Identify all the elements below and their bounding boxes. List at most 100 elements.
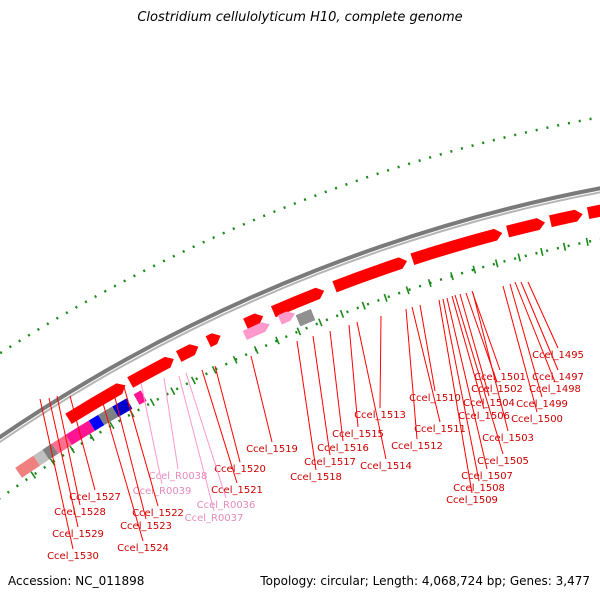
callout-line — [438, 299, 473, 494]
callout-line — [502, 285, 538, 413]
gene-arrow — [586, 204, 600, 220]
inner-ruler-tick — [253, 346, 259, 354]
inner-ruler-tick — [540, 247, 544, 257]
inner-ruler-tick — [562, 242, 567, 251]
gene-label: Ccel_1509 — [446, 495, 498, 506]
gene-label: Ccel_1507 — [461, 471, 513, 482]
cog-block — [15, 455, 41, 478]
gene-label: Ccel_1524 — [117, 543, 169, 554]
callout-line — [250, 355, 273, 443]
inner-ruler-tick — [427, 278, 432, 288]
gene-arrow — [127, 356, 174, 388]
callout-line — [56, 395, 81, 506]
gene-arrow — [332, 257, 408, 293]
callout-line — [312, 335, 331, 456]
callout-line — [419, 304, 436, 392]
callout-line — [411, 306, 441, 423]
callout-line — [451, 295, 485, 410]
inner-ruler-tick — [232, 355, 238, 364]
gene-label: Ccel_R0036 — [197, 500, 256, 511]
gene-arrow — [410, 228, 503, 265]
callout-line — [214, 365, 241, 463]
topology-label: Topology: circular; Length: 4,068,724 bp… — [260, 574, 590, 588]
cog-block — [88, 414, 105, 431]
gene-label: Ccel_1516 — [317, 443, 369, 454]
callout-line — [112, 389, 147, 520]
gene-label: Ccel_1514 — [360, 461, 412, 472]
gene-arrow — [243, 313, 264, 330]
gene-label: Ccel_1519 — [246, 444, 298, 455]
callout-line — [442, 298, 480, 482]
gene-label: Ccel_1512 — [391, 441, 443, 452]
inner-ruler-tick — [109, 421, 115, 430]
inner-ruler-tick — [494, 259, 499, 268]
gene-label: Ccel_1520 — [214, 464, 266, 475]
inner-ruler-tick — [318, 318, 323, 327]
gene-label: Ccel_1513 — [354, 410, 406, 421]
map-title: Clostridium cellulolyticum H10, complete… — [137, 10, 463, 25]
inner-ruler-tick — [275, 336, 280, 345]
inner-ruler-tick — [361, 301, 366, 310]
callout-line — [446, 297, 488, 470]
outer-ruler — [0, 115, 600, 355]
cog-block — [295, 309, 316, 327]
inner-ruler-tick — [190, 376, 196, 385]
cog-block — [133, 390, 147, 405]
gene-label: Ccel_1515 — [332, 429, 384, 440]
callout-line — [514, 281, 556, 383]
cog-block — [51, 434, 72, 454]
accession-label: Accession: NC_011898 — [8, 574, 145, 588]
inner-ruler-tick — [69, 445, 76, 454]
callout-line — [520, 281, 559, 371]
callout-line — [471, 290, 501, 371]
cog-block — [98, 406, 119, 426]
inner-ruler-tick — [170, 387, 176, 396]
callout-line — [509, 283, 543, 398]
gene-label: Ccel_1517 — [304, 457, 356, 468]
gene-label: Ccel_1528 — [54, 507, 106, 518]
callout-line — [185, 372, 227, 499]
gene-label: Ccel_1530 — [47, 551, 99, 562]
callout-line — [39, 398, 74, 550]
callout-line — [472, 292, 509, 432]
inner-ruler-tick — [450, 272, 454, 281]
gene-arrow — [205, 333, 221, 348]
cog-block — [112, 398, 133, 417]
callout-line — [201, 369, 238, 484]
callout-line — [99, 392, 144, 542]
gene-arrow — [270, 287, 325, 318]
cog-block — [33, 449, 50, 466]
gene-label: Ccel_1527 — [69, 492, 121, 503]
gene-label: Ccel_R0038 — [149, 471, 208, 482]
gene-label: Ccel_1508 — [453, 483, 505, 494]
callout-line — [140, 382, 163, 485]
rna-feature — [277, 311, 295, 325]
gene-label: Ccel_1499 — [516, 399, 568, 410]
gene-label: Ccel_1500 — [511, 414, 563, 425]
inner-ruler-tick — [383, 293, 388, 302]
gene-label: Ccel_1522 — [132, 508, 184, 519]
inner-ruler-tick — [517, 253, 522, 262]
callout-line — [69, 395, 96, 491]
gene-label: Ccel_1529 — [52, 529, 104, 540]
gene-label: Ccel_1521 — [211, 485, 263, 496]
inner-ruler-tick — [30, 471, 37, 479]
gene-label: Ccel_R0037 — [185, 513, 244, 524]
callout-line — [454, 294, 504, 455]
gene-label: Ccel_1503 — [482, 433, 534, 444]
callout-line — [329, 330, 344, 442]
gene-label: Ccel_1497 — [532, 372, 584, 383]
backbone-outer — [0, 186, 600, 440]
callout-line — [356, 321, 387, 460]
gene-arrow — [549, 209, 583, 228]
gene-label: Ccel_1511 — [414, 424, 466, 435]
callout-line — [379, 315, 382, 409]
gene-label: Ccel_1495 — [532, 350, 584, 361]
gene-label: Ccel_1510 — [409, 393, 461, 404]
callout-line — [459, 293, 490, 397]
gene-label: Ccel_1506 — [458, 411, 510, 422]
callout-line — [163, 377, 179, 470]
gene-label: Ccel_1505 — [477, 456, 529, 467]
callout-line — [296, 340, 317, 471]
